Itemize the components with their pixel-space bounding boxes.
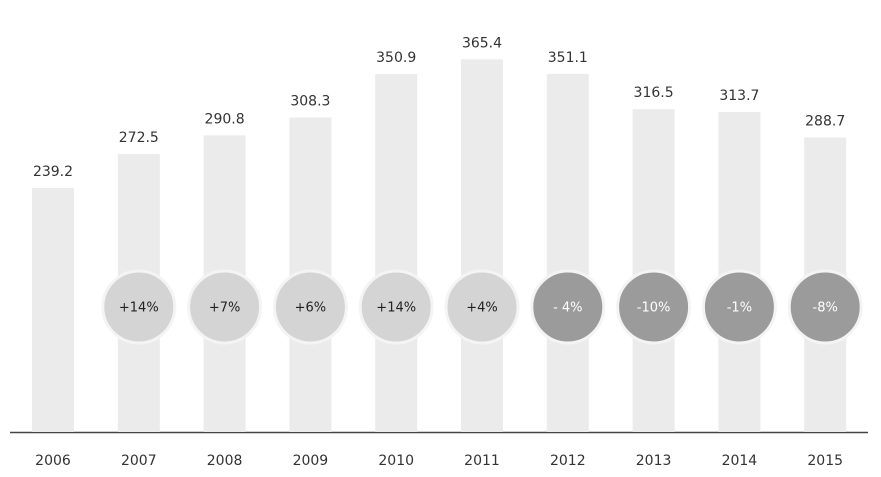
change-label: +6% [295, 301, 327, 316]
value-label: 313.7 [719, 88, 759, 104]
change-badge [616, 269, 692, 345]
value-label: 350.9 [376, 50, 416, 66]
x-tick-label: 2013 [636, 453, 672, 469]
change-label: +14% [119, 301, 159, 316]
change-badge [530, 269, 606, 345]
x-tick-label: 2015 [807, 453, 843, 469]
change-badge [187, 269, 263, 345]
change-badge [444, 269, 520, 345]
x-tick-label: 2010 [378, 453, 414, 469]
x-tick-label: 2011 [464, 453, 500, 469]
x-tick-label: 2007 [121, 453, 157, 469]
value-label: 290.8 [205, 111, 245, 127]
bar [32, 188, 74, 432]
bar [546, 73, 589, 433]
value-label: 316.5 [634, 85, 674, 101]
x-tick-label: 2006 [35, 453, 71, 469]
x-tick-label: 2008 [207, 453, 243, 469]
x-tick-label: 2014 [722, 453, 758, 469]
change-label: - 4% [553, 301, 582, 316]
change-label: +7% [209, 301, 241, 316]
bar [375, 74, 418, 432]
value-label: 288.7 [805, 114, 845, 130]
change-label: -1% [727, 301, 752, 316]
change-label: -8% [813, 301, 838, 316]
value-label: 351.1 [548, 50, 588, 66]
change-badge [101, 269, 177, 345]
bar [461, 59, 503, 433]
value-label: 365.4 [462, 35, 502, 51]
value-label: 239.2 [33, 164, 73, 180]
change-label: +14% [376, 301, 416, 316]
change-badge [358, 269, 434, 345]
change-label: -10% [637, 301, 671, 316]
change-badge [701, 269, 777, 345]
change-badge [787, 269, 863, 345]
x-tick-label: 2009 [293, 453, 329, 469]
change-label: +4% [466, 301, 498, 316]
value-label: 308.3 [290, 94, 330, 110]
value-label: 272.5 [119, 130, 159, 146]
x-tick-label: 2012 [550, 453, 586, 469]
change-badge [272, 269, 348, 345]
